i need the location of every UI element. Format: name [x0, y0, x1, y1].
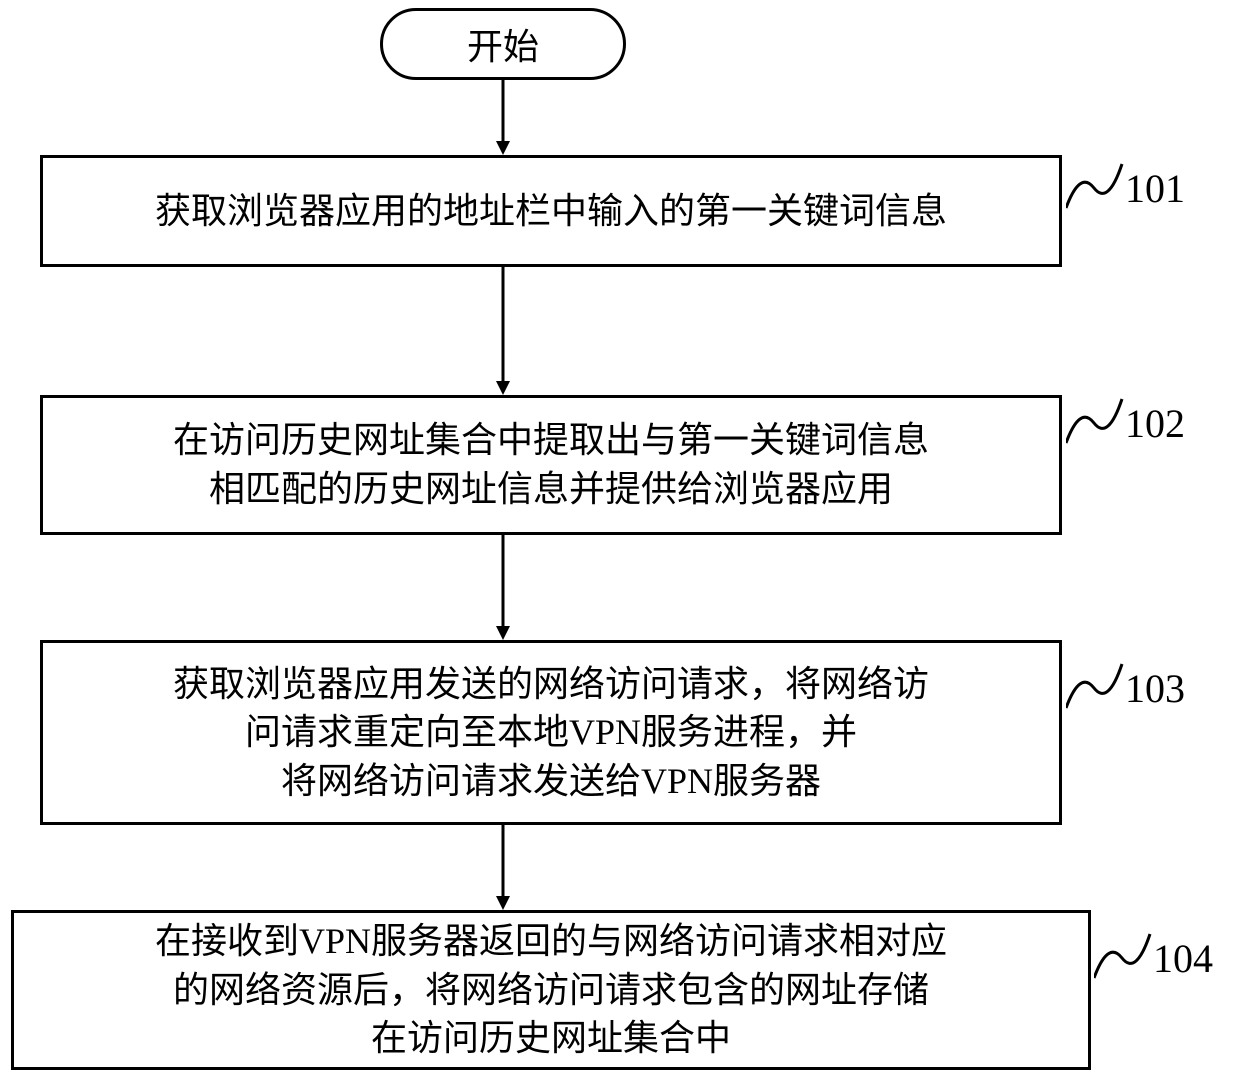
process-step-102: 在访问历史网址集合中提取出与第一关键词信息 相匹配的历史网址信息并提供给浏览器应…	[40, 395, 1062, 535]
squiggle-102	[1066, 395, 1126, 447]
process-text: 在访问历史网址集合中提取出与第一关键词信息 相匹配的历史网址信息并提供给浏览器应…	[173, 416, 929, 513]
step-label-101: 101	[1125, 165, 1185, 212]
terminator-start: 开始	[380, 8, 626, 80]
process-text: 在接收到VPN服务器返回的与网络访问请求相对应 的网络资源后，将网络访问请求包含…	[155, 917, 947, 1063]
process-step-103: 获取浏览器应用发送的网络访问请求，将网络访 问请求重定向至本地VPN服务进程，并…	[40, 640, 1062, 825]
process-text: 获取浏览器应用的地址栏中输入的第一关键词信息	[155, 187, 947, 236]
squiggle-104	[1094, 930, 1154, 982]
step-label-104: 104	[1153, 935, 1213, 982]
squiggle-101	[1066, 160, 1126, 212]
flowchart-canvas: 开始 获取浏览器应用的地址栏中输入的第一关键词信息 101 在访问历史网址集合中…	[0, 0, 1240, 1074]
squiggle-103	[1066, 660, 1126, 712]
step-label-102: 102	[1125, 400, 1185, 447]
process-step-104: 在接收到VPN服务器返回的与网络访问请求相对应 的网络资源后，将网络访问请求包含…	[11, 910, 1091, 1070]
terminator-label: 开始	[467, 18, 539, 70]
step-label-103: 103	[1125, 665, 1185, 712]
process-step-101: 获取浏览器应用的地址栏中输入的第一关键词信息	[40, 155, 1062, 267]
process-text: 获取浏览器应用发送的网络访问请求，将网络访 问请求重定向至本地VPN服务进程，并…	[173, 660, 929, 806]
